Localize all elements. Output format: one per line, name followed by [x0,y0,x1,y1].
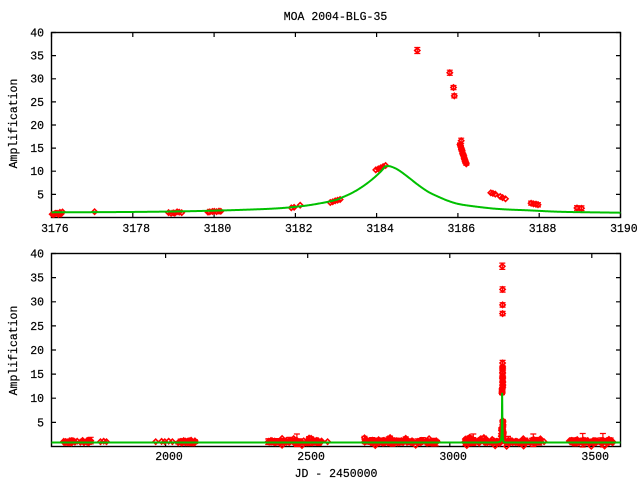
svg-text:2000: 2000 [155,451,183,464]
svg-text:3188: 3188 [529,223,557,236]
svg-text:5: 5 [37,417,44,430]
svg-text:5: 5 [37,189,44,202]
svg-text:15: 15 [30,143,44,156]
svg-text:3000: 3000 [439,451,467,464]
svg-text:35: 35 [30,273,44,286]
svg-text:35: 35 [30,51,44,64]
svg-text:Amplification: Amplification [8,306,21,396]
svg-text:2500: 2500 [297,451,325,464]
svg-text:3182: 3182 [285,223,313,236]
svg-text:20: 20 [30,120,44,133]
svg-text:Amplification: Amplification [8,79,21,169]
svg-text:3180: 3180 [204,223,232,236]
svg-text:20: 20 [30,345,44,358]
svg-text:25: 25 [30,321,44,334]
svg-text:40: 40 [30,248,44,261]
svg-text:3176: 3176 [41,223,69,236]
svg-text:3178: 3178 [122,223,150,236]
svg-text:JD - 2450000: JD - 2450000 [295,468,378,480]
svg-text:30: 30 [30,297,44,310]
svg-text:3184: 3184 [366,223,394,236]
svg-text:30: 30 [30,74,44,87]
svg-text:10: 10 [30,393,44,406]
svg-text:10: 10 [30,166,44,179]
svg-text:MOA 2004-BLG-35: MOA 2004-BLG-35 [284,11,388,24]
svg-text:3500: 3500 [581,451,609,464]
svg-text:15: 15 [30,369,44,382]
svg-text:3190: 3190 [610,223,638,236]
svg-text:40: 40 [30,27,44,40]
svg-text:3186: 3186 [448,223,476,236]
svg-text:25: 25 [30,97,44,110]
